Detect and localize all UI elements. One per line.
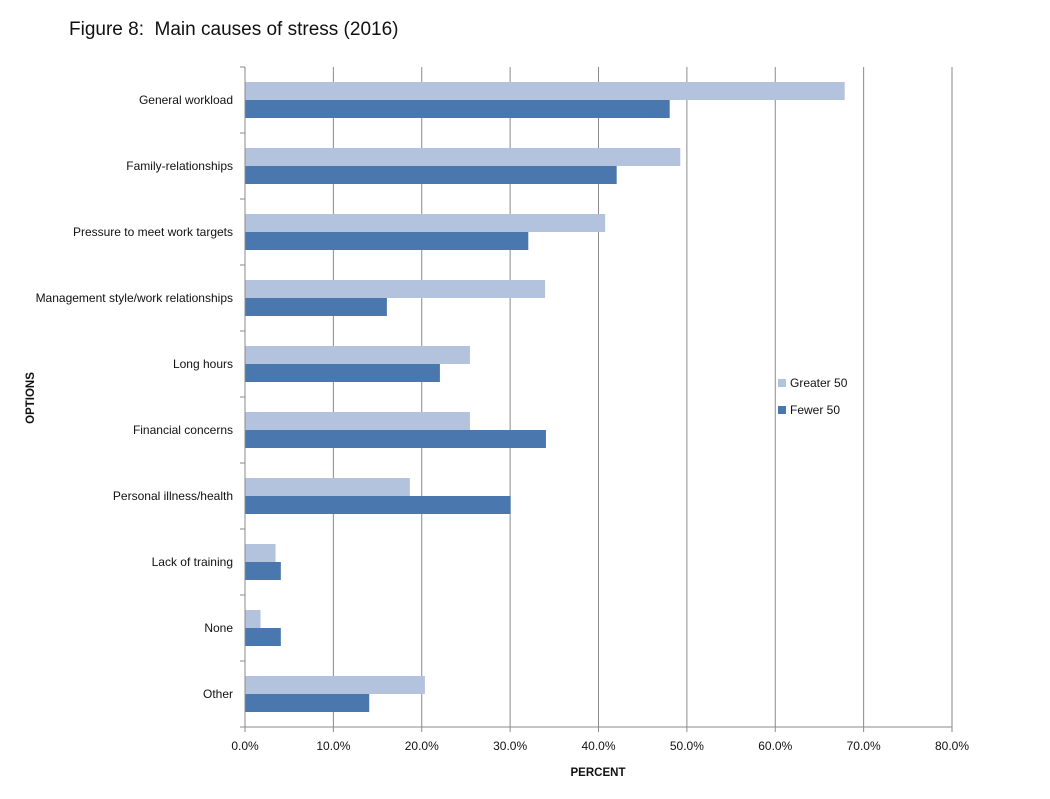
x-tick-label: 50.0% <box>670 739 704 753</box>
bar-greater-50 <box>245 412 470 430</box>
bar-greater-50 <box>245 610 261 628</box>
x-tick-label: 40.0% <box>581 739 615 753</box>
bar-fewer-50 <box>245 232 529 250</box>
x-tick-label: 20.0% <box>405 739 439 753</box>
bar-fewer-50 <box>245 562 281 580</box>
x-tick-label: 0.0% <box>231 739 259 753</box>
bar-greater-50 <box>245 478 410 496</box>
bar-fewer-50 <box>245 166 617 184</box>
x-tick-label: 30.0% <box>493 739 527 753</box>
axes <box>240 66 953 732</box>
category-label: Family-relationships <box>126 159 233 173</box>
category-label: Management style/work relationships <box>36 291 233 305</box>
legend-label: Greater 50 <box>790 376 848 390</box>
bar-fewer-50 <box>245 100 670 118</box>
category-label: Other <box>203 687 233 701</box>
bar-fewer-50 <box>245 628 281 646</box>
legend-swatch <box>778 406 786 414</box>
bar-fewer-50 <box>245 364 440 382</box>
bars <box>245 82 845 712</box>
bar-greater-50 <box>245 82 845 100</box>
bar-greater-50 <box>245 676 425 694</box>
x-axis-title: PERCENT <box>571 767 626 779</box>
bar-fewer-50 <box>245 694 370 712</box>
x-tick-label: 80.0% <box>935 739 969 753</box>
category-label: Personal illness/health <box>113 489 233 503</box>
category-label: Pressure to meet work targets <box>73 225 233 239</box>
category-label: None <box>204 621 233 635</box>
bar-greater-50 <box>245 544 276 562</box>
category-label: General workload <box>139 93 233 107</box>
bar-fewer-50 <box>245 298 387 316</box>
bar-greater-50 <box>245 214 606 232</box>
bar-fewer-50 <box>245 430 546 448</box>
category-label: Long hours <box>173 357 233 371</box>
category-labels: General workload Family-relationships Pres… <box>36 93 234 701</box>
tick-labels: 0.0% 10.0% 20.0% 30.0% 40.0% 50.0% 60.0% 70.0% 8… <box>231 739 969 753</box>
legend: Greater 50 Fewer 50 <box>778 376 848 417</box>
legend-swatch <box>778 379 786 387</box>
x-tick-label: 10.0% <box>316 739 350 753</box>
bar-greater-50 <box>245 280 546 298</box>
category-label: Financial concerns <box>133 423 233 437</box>
x-tick-label: 60.0% <box>758 739 792 753</box>
category-label: Lack of training <box>152 555 233 569</box>
bar-fewer-50 <box>245 496 511 514</box>
y-axis-title: OPTIONS <box>25 372 37 424</box>
legend-label: Fewer 50 <box>790 403 840 417</box>
x-tick-label: 70.0% <box>847 739 881 753</box>
figure-title: Figure 8: Main causes of stress (2016) <box>69 19 399 40</box>
bar-greater-50 <box>245 346 470 364</box>
bar-greater-50 <box>245 148 681 166</box>
